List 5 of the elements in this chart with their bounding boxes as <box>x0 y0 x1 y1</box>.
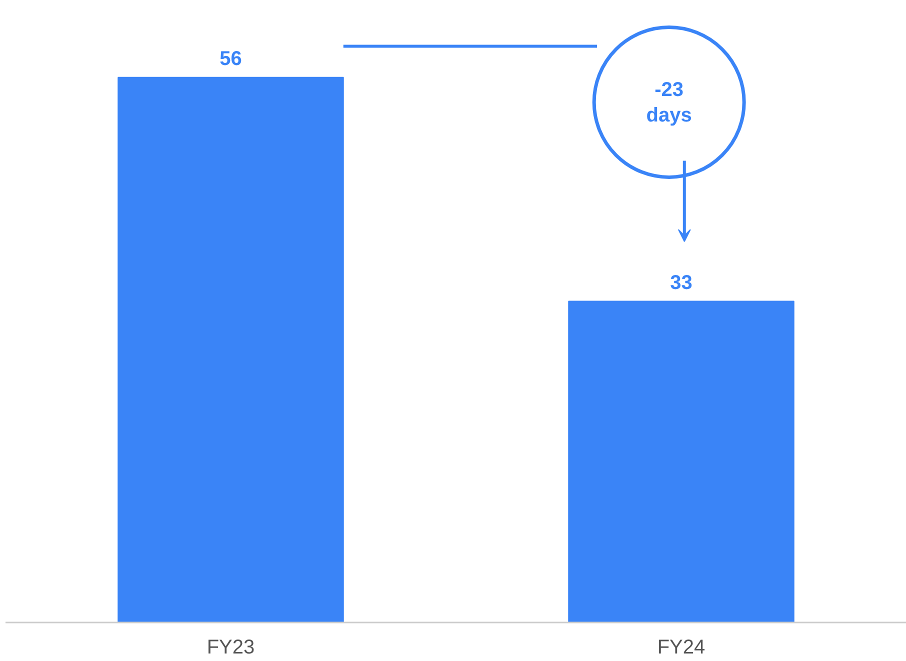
data-label: 56 <box>220 48 242 70</box>
data-label: 33 <box>670 272 692 294</box>
annotation: -23 days <box>646 79 692 126</box>
x-tick-label: FY23 <box>206 636 255 658</box>
x-tick-label: FY24 <box>657 636 706 658</box>
